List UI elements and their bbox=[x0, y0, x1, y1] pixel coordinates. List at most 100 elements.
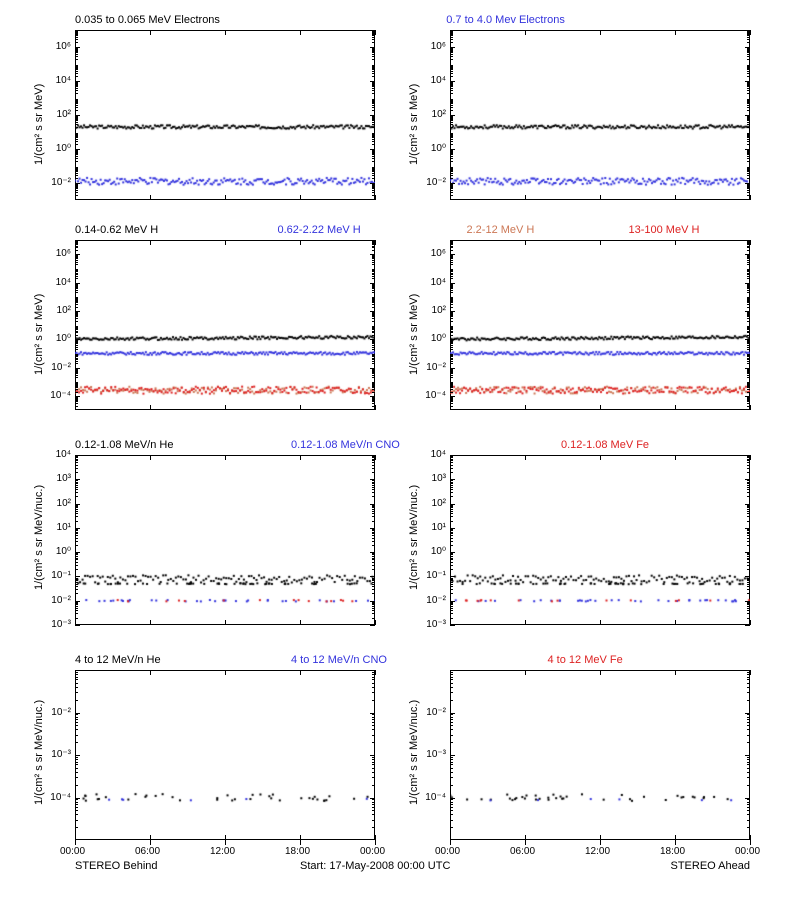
ytick-minor bbox=[75, 468, 78, 469]
ytick-minor bbox=[450, 559, 453, 560]
ytick-minor bbox=[75, 392, 78, 393]
series-title: 4 to 12 MeV/n CNO bbox=[291, 654, 387, 666]
ytick-minor bbox=[747, 247, 750, 248]
ytick-minor bbox=[450, 175, 453, 176]
ytick-minor bbox=[372, 541, 375, 542]
ytick-minor bbox=[75, 356, 78, 357]
ytick-minor bbox=[450, 387, 453, 388]
ytick-minor bbox=[450, 392, 453, 393]
ytick-minor bbox=[747, 326, 750, 327]
ytick-minor bbox=[747, 764, 750, 765]
ytick-minor bbox=[372, 71, 375, 72]
ytick-minor bbox=[450, 400, 453, 401]
ytick-minor bbox=[450, 354, 453, 355]
ytick-minor bbox=[747, 117, 750, 118]
series-title: 4 to 12 MeV Fe bbox=[548, 654, 623, 666]
ytick-minor bbox=[75, 530, 78, 531]
ytick-minor bbox=[450, 356, 453, 357]
xtick bbox=[300, 30, 301, 35]
ytick-minor bbox=[372, 759, 375, 760]
ytick-minor bbox=[450, 717, 453, 718]
ytick-label: 10⁻⁴ bbox=[50, 792, 71, 803]
ytick-minor bbox=[372, 810, 375, 811]
ytick-minor bbox=[747, 533, 750, 534]
ytick-minor bbox=[450, 482, 453, 483]
ytick-minor bbox=[372, 269, 375, 270]
ytick-minor bbox=[75, 151, 78, 152]
ytick-minor bbox=[75, 173, 78, 174]
ytick-minor bbox=[450, 110, 453, 111]
ytick-minor bbox=[75, 589, 78, 590]
ytick-minor bbox=[747, 188, 750, 189]
ytick-label: 10² bbox=[432, 109, 446, 120]
ytick-minor bbox=[450, 68, 453, 69]
ytick-minor bbox=[747, 358, 750, 359]
ytick-minor bbox=[450, 119, 453, 120]
ytick-minor bbox=[372, 127, 375, 128]
ytick-minor bbox=[450, 541, 453, 542]
plot-canvas-r2-c0 bbox=[75, 455, 375, 625]
ytick-minor bbox=[450, 290, 453, 291]
ytick-minor bbox=[450, 472, 453, 473]
ytick-label: 10⁴ bbox=[56, 449, 71, 460]
ytick-minor bbox=[372, 530, 375, 531]
ytick-minor bbox=[372, 287, 375, 288]
ytick-minor bbox=[450, 538, 453, 539]
ytick-minor bbox=[747, 42, 750, 43]
xtick-label: 06:00 bbox=[135, 846, 160, 857]
ytick-minor bbox=[75, 255, 78, 256]
ytick-minor bbox=[747, 603, 750, 604]
xtick bbox=[375, 835, 376, 840]
ytick-minor bbox=[450, 255, 453, 256]
ytick-minor bbox=[372, 185, 375, 186]
ytick-minor bbox=[372, 168, 375, 169]
ytick-minor bbox=[372, 375, 375, 376]
ytick-minor bbox=[372, 300, 375, 301]
xtick bbox=[375, 240, 376, 245]
ytick-minor bbox=[747, 340, 750, 341]
ytick-minor bbox=[747, 67, 750, 68]
ytick-minor bbox=[75, 757, 78, 758]
ytick-minor bbox=[75, 314, 78, 315]
ytick-minor bbox=[450, 347, 453, 348]
ytick-minor bbox=[450, 90, 453, 91]
ytick-minor bbox=[450, 460, 453, 461]
ytick-minor bbox=[747, 373, 750, 374]
ytick-minor bbox=[372, 533, 375, 534]
ytick-minor bbox=[75, 373, 78, 374]
ytick-minor bbox=[75, 538, 78, 539]
xtick-label: 18:00 bbox=[660, 846, 685, 857]
ytick-minor bbox=[450, 742, 453, 743]
ytick-minor bbox=[450, 134, 453, 135]
ytick-minor bbox=[372, 608, 375, 609]
ytick-minor bbox=[450, 190, 453, 191]
ytick-minor bbox=[75, 768, 78, 769]
plot-canvas-r3-c1 bbox=[450, 670, 750, 840]
ytick-minor bbox=[372, 158, 375, 159]
ytick-minor bbox=[747, 255, 750, 256]
ytick-minor bbox=[75, 714, 78, 715]
ytick-minor bbox=[747, 134, 750, 135]
ytick-minor bbox=[747, 169, 750, 170]
ytick-minor bbox=[747, 759, 750, 760]
ytick-minor bbox=[372, 103, 375, 104]
ytick-minor bbox=[450, 100, 453, 101]
ytick bbox=[450, 625, 455, 626]
ytick-minor bbox=[747, 150, 750, 151]
ytick-minor bbox=[450, 768, 453, 769]
xtick bbox=[375, 620, 376, 625]
ytick-minor bbox=[450, 188, 453, 189]
ytick bbox=[745, 798, 750, 799]
ytick-minor bbox=[75, 161, 78, 162]
xtick bbox=[150, 405, 151, 410]
ytick-minor bbox=[747, 122, 750, 123]
ytick-minor bbox=[747, 315, 750, 316]
ytick-minor bbox=[75, 340, 78, 341]
y-axis-label: 1/(cm² s sr MeV/nuc.) bbox=[408, 485, 420, 590]
ytick-minor bbox=[372, 54, 375, 55]
ytick bbox=[450, 798, 455, 799]
ytick-minor bbox=[450, 343, 453, 344]
ytick-minor bbox=[75, 396, 78, 397]
ytick-minor bbox=[747, 677, 750, 678]
ytick-minor bbox=[372, 273, 375, 274]
